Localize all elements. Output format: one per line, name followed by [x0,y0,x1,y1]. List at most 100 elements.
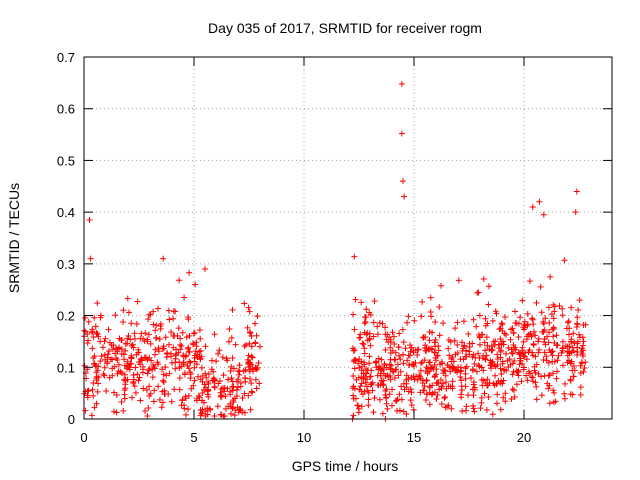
data-point [408,374,415,381]
data-point [361,329,368,336]
data-point [397,368,404,375]
data-point [507,361,514,368]
data-point [475,350,482,357]
data-point [358,380,365,387]
data-point [551,339,558,346]
data-point [375,355,382,362]
data-point [564,359,571,366]
data-point [441,368,448,375]
data-point [227,410,234,417]
data-point [400,339,407,346]
data-point [136,374,143,381]
data-point [137,397,144,404]
data-point [196,353,203,360]
data-point [227,388,234,395]
data-point [491,362,498,369]
data-point [395,372,402,379]
data-point [231,395,238,402]
data-point [467,375,474,382]
data-point [164,349,171,356]
data-point [181,294,188,301]
data-point [160,255,167,262]
data-point [444,362,451,369]
data-point [95,333,102,340]
data-point [569,367,576,374]
data-point [361,345,368,352]
data-point [426,359,433,366]
data-point [552,398,559,405]
data-point [245,304,252,311]
y-tick-label: 0 [68,412,75,427]
data-point [575,307,582,314]
data-point [383,400,390,407]
chart-title: Day 035 of 2017, SRMTID for receiver rog… [208,20,482,36]
data-point [504,357,511,364]
data-point [131,335,138,342]
data-point [473,368,480,375]
data-point [525,368,532,375]
data-point [478,364,485,371]
data-point [509,349,516,356]
data-point [379,410,386,417]
data-point [398,80,405,87]
data-point [394,361,401,368]
data-point [519,351,526,358]
data-point [158,404,165,411]
data-point [542,315,549,322]
data-point [248,353,255,360]
data-point [547,273,554,280]
data-point [471,408,478,415]
data-point [152,327,159,334]
data-point [494,351,501,358]
data-point [454,341,461,348]
data-point [198,410,205,417]
data-point [550,333,557,340]
data-point [93,363,100,370]
data-point [95,380,102,387]
data-point [176,277,183,284]
data-point [108,341,115,348]
data-point [193,397,200,404]
data-point [462,383,469,390]
data-point [509,350,516,357]
data-point [523,356,530,363]
data-point [252,320,259,327]
data-point [241,409,248,416]
data-point [556,302,563,309]
data-point [499,328,506,335]
data-point [574,314,581,321]
data-point [411,317,418,324]
data-point [382,346,389,353]
data-point [436,304,443,311]
data-point [502,314,509,321]
data-point [408,344,415,351]
y-tick-label: 0.4 [57,205,75,220]
data-point [480,367,487,374]
data-point [434,391,441,398]
data-point [570,330,577,337]
data-point [356,334,363,341]
data-point [567,377,574,384]
data-point [352,296,359,303]
data-point [243,341,250,348]
data-point [191,377,198,384]
data-point [168,398,175,405]
data-point [502,350,509,357]
data-point [564,319,571,326]
data-point [151,351,158,358]
data-point [549,352,556,359]
data-point [382,324,389,331]
data-point [186,332,193,339]
data-point [519,297,526,304]
data-point [94,331,101,338]
data-point [361,320,368,327]
data-point [224,385,231,392]
data-point [535,335,542,342]
axis-ticks: 0 0.1 0.2 0.3 0.4 0.5 0.6 0.7 0 5 10 15 20 [57,50,612,445]
data-point [492,372,499,379]
data-point [559,362,566,369]
data-point [537,283,544,290]
data-point [361,361,368,368]
data-point [357,383,364,390]
data-point [485,283,492,290]
